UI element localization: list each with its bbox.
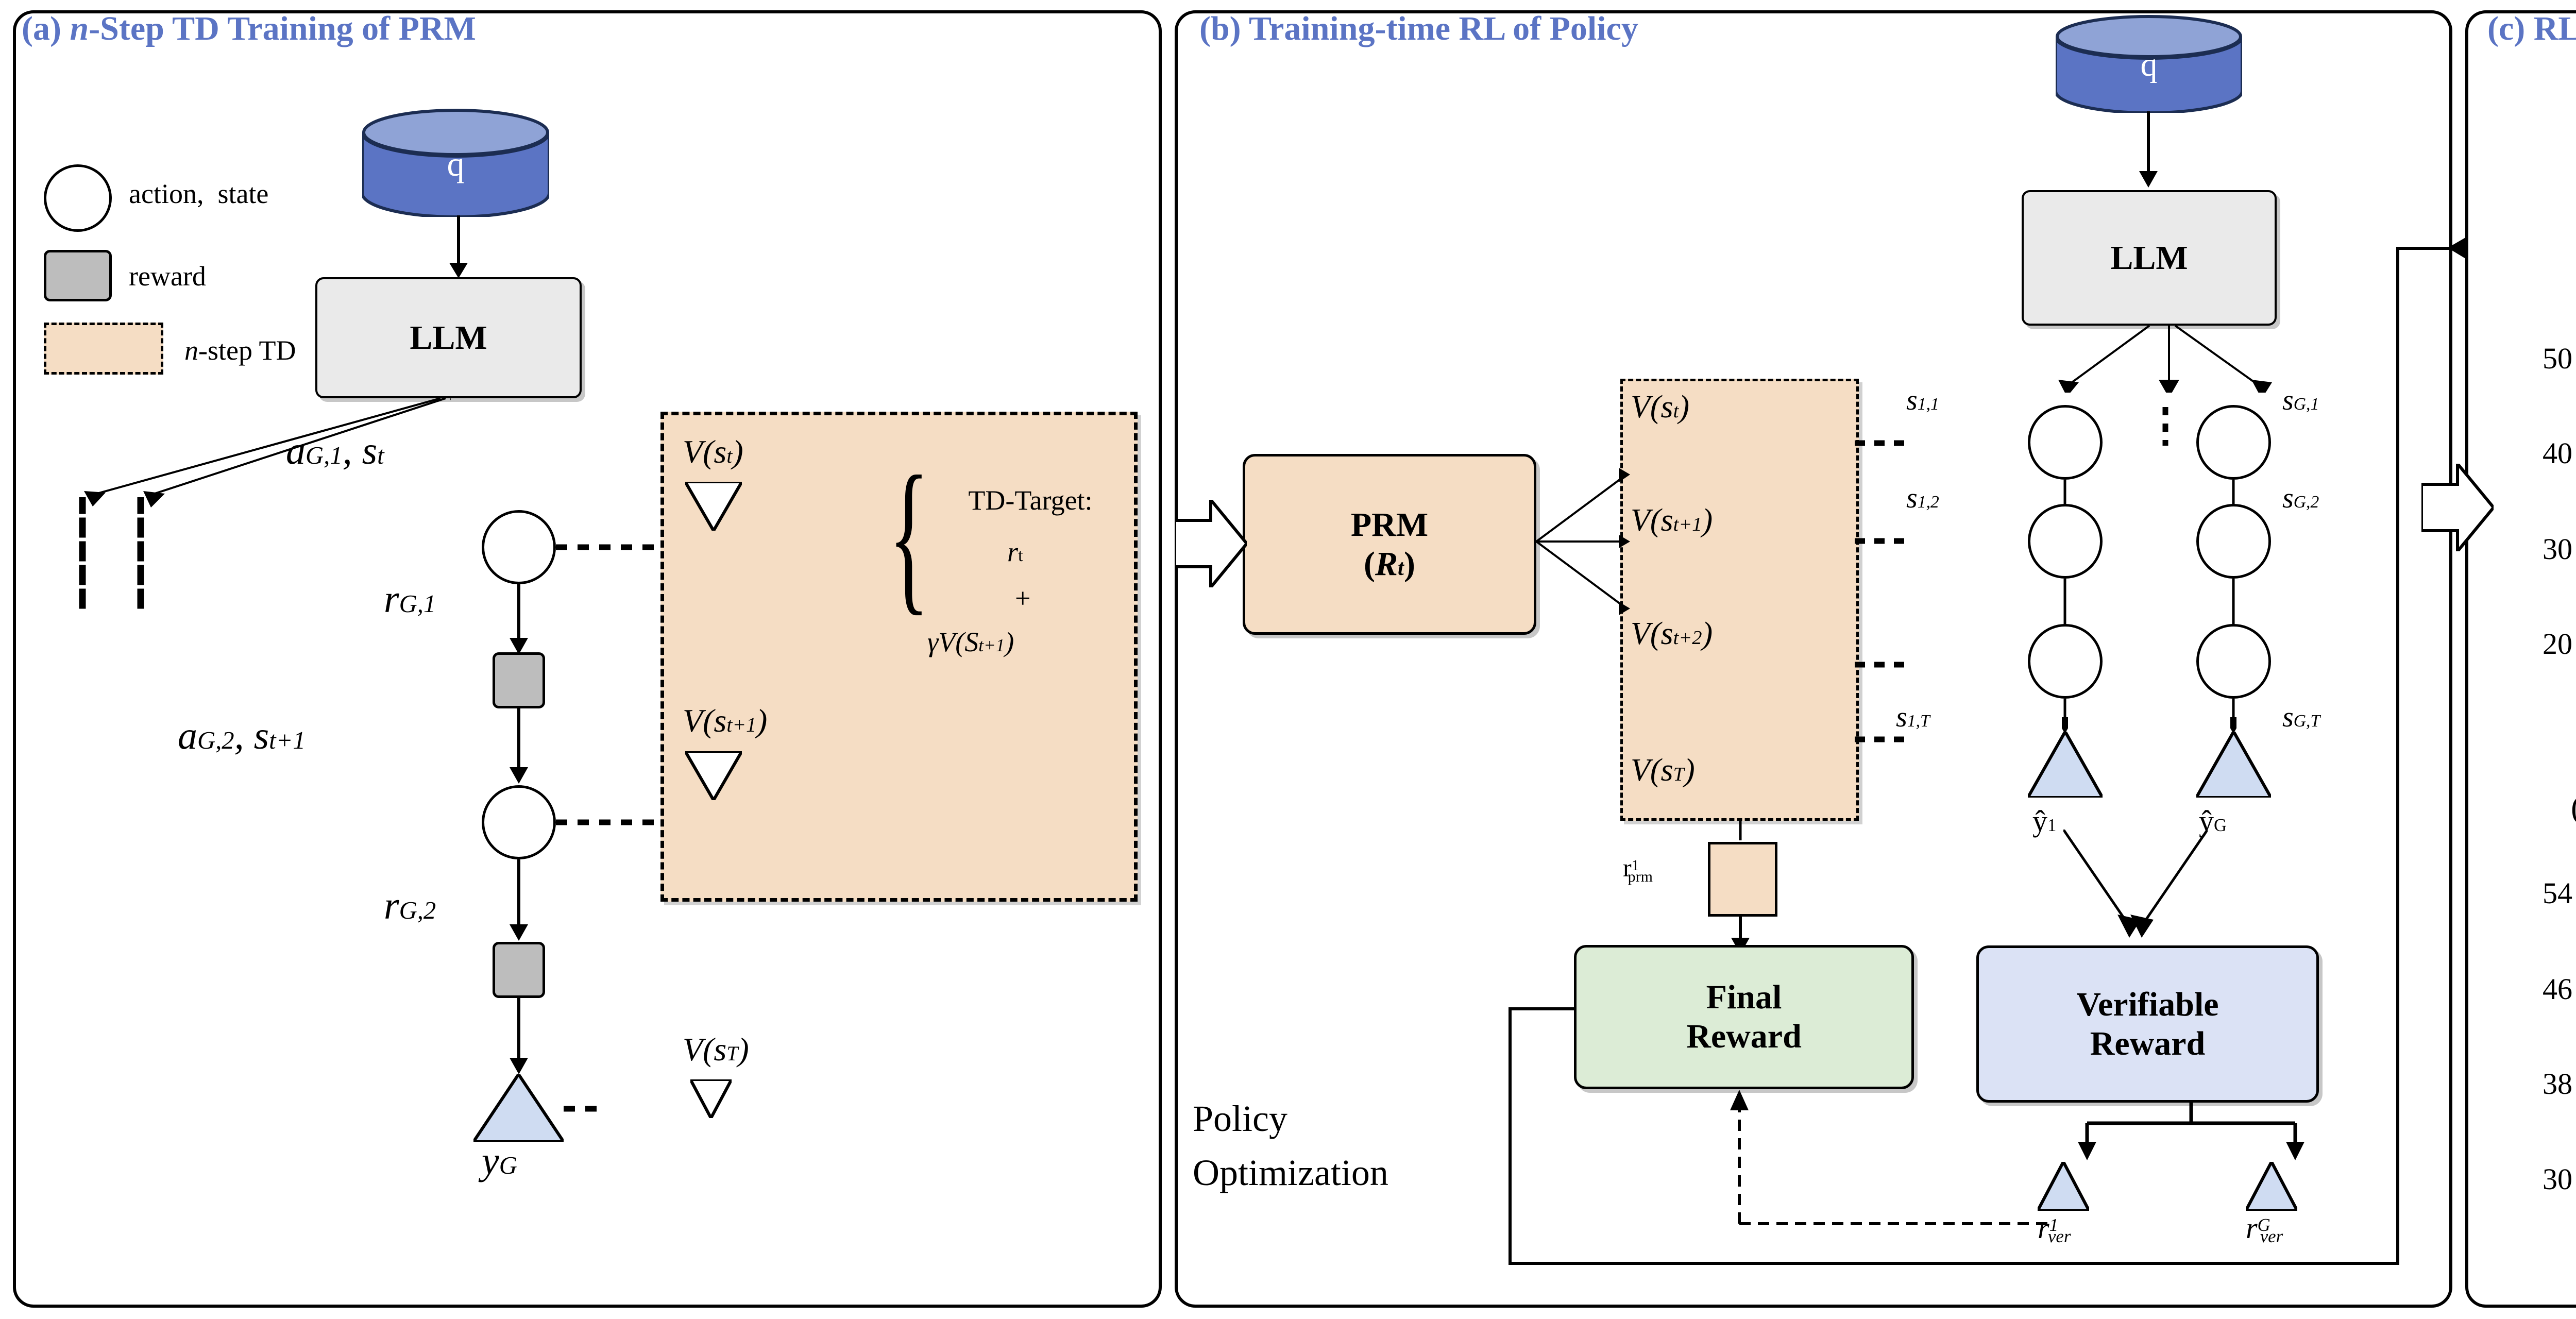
svg-text:q: q <box>2141 46 2158 83</box>
svg-text:q: q <box>447 144 465 183</box>
